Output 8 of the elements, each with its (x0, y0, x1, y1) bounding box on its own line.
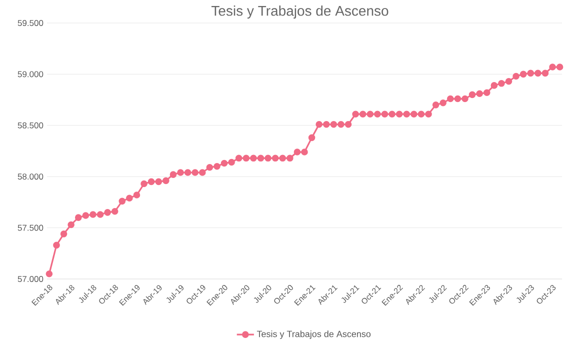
legend-label: Tesis y Trabajos de Ascenso (256, 330, 371, 339)
y-tick-label: 57.000 (18, 276, 44, 282)
y-tick-label: 58.500 (18, 122, 44, 128)
chart-title: Tesis y Trabajos de Ascenso (211, 6, 388, 19)
y-tick-label: 59.500 (18, 20, 44, 26)
y-tick-label: 58.000 (18, 174, 44, 180)
y-tick-label: 59.000 (18, 71, 44, 78)
y-tick-label: 57.500 (18, 224, 44, 231)
